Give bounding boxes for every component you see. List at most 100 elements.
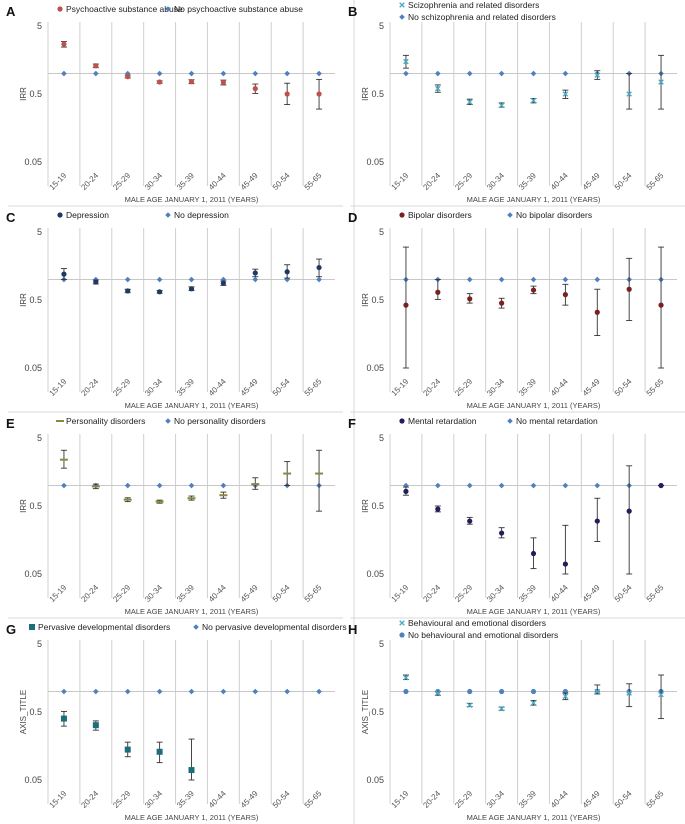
x-tick-label: 50-54 <box>271 789 292 810</box>
data-point <box>626 91 632 97</box>
legend-label: Bipolar disorders <box>408 210 472 220</box>
legend-item: No pervasive developmental disorders <box>193 622 347 632</box>
panel-label: F <box>348 416 356 431</box>
legend-marker <box>399 418 405 424</box>
legend-marker <box>399 212 405 218</box>
x-tick-label: 50-54 <box>271 171 292 192</box>
x-tick-label: 40-44 <box>549 583 570 604</box>
x-tick-label: 15-19 <box>48 377 69 398</box>
x-tick-label: 35-39 <box>175 377 196 398</box>
legend-marker <box>29 624 35 630</box>
x-axis-title: MALE AGE JANUARY 1, 2011 (YEARS) <box>125 195 259 204</box>
data-point <box>284 269 290 275</box>
y-tick-label: 0.5 <box>29 707 42 717</box>
data-point <box>530 97 537 104</box>
y-tick-label: 0.05 <box>24 363 42 373</box>
y-tick-label: 0.05 <box>366 775 384 785</box>
legend-label: No personality disorders <box>174 416 266 426</box>
data-point <box>316 688 322 695</box>
data-point <box>252 276 259 283</box>
x-tick-label: 35-39 <box>517 377 538 398</box>
series-1 <box>61 70 322 77</box>
y-tick-label: 5 <box>37 433 42 443</box>
x-tick-label: 50-54 <box>613 377 634 398</box>
data-point <box>562 693 569 700</box>
series-0 <box>402 674 665 720</box>
legend-item: No psychoactive substance abuse <box>165 4 303 14</box>
series-0 <box>60 710 195 781</box>
data-point <box>594 309 600 315</box>
x-tick-label: 35-39 <box>175 583 196 604</box>
data-point <box>60 715 67 722</box>
x-tick-label: 50-54 <box>613 171 634 192</box>
legend-item: No mental retardation <box>507 416 598 426</box>
x-tick-label: 55-65 <box>303 171 324 192</box>
data-point <box>562 91 569 97</box>
x-tick-label: 55-65 <box>303 789 324 810</box>
data-point <box>562 482 569 489</box>
legend-item: Personality disorders <box>56 416 145 426</box>
data-point <box>530 700 537 706</box>
legend-item: Pervasive developmental disorders <box>29 622 170 632</box>
data-point <box>498 482 505 489</box>
data-point <box>594 276 601 283</box>
y-tick-label: 5 <box>37 639 42 649</box>
data-point <box>658 482 664 489</box>
data-point <box>188 276 195 283</box>
x-tick-label: 20-24 <box>421 171 442 192</box>
x-axis-title: MALE AGE JANUARY 1, 2011 (YEARS) <box>125 607 259 616</box>
data-point <box>466 70 473 77</box>
legend-marker <box>165 212 171 218</box>
data-point <box>435 482 441 489</box>
data-point <box>499 300 505 306</box>
data-point <box>93 63 99 69</box>
x-tick-label: 15-19 <box>48 789 69 810</box>
legend-label: Depression <box>66 210 109 220</box>
data-point <box>594 518 600 524</box>
x-tick-label: 55-65 <box>645 377 666 398</box>
x-axis-title: MALE AGE JANUARY 1, 2011 (YEARS) <box>467 607 601 616</box>
y-tick-label: 5 <box>37 227 42 237</box>
x-tick-label: 45-49 <box>239 583 260 604</box>
data-point <box>156 70 163 77</box>
y-tick-label: 0.05 <box>24 157 42 167</box>
x-tick-label: 25-29 <box>111 377 132 398</box>
x-tick-label: 15-19 <box>390 583 411 604</box>
x-tick-label: 15-19 <box>390 171 411 192</box>
legend-marker <box>57 6 63 12</box>
data-point <box>93 279 99 285</box>
data-point <box>530 688 537 695</box>
legend-marker <box>507 212 513 218</box>
data-point <box>435 506 441 512</box>
data-point <box>562 276 569 283</box>
x-tick-label: 50-54 <box>613 583 634 604</box>
data-point <box>156 482 163 489</box>
y-tick-label: 5 <box>379 227 384 237</box>
x-tick-label: 45-49 <box>581 789 602 810</box>
panels-group: A 5 0.5 0.05 IRR 15-19 20-24 25-29 30-34 35-39 40-… <box>6 0 685 824</box>
data-point <box>626 690 632 696</box>
data-point <box>594 688 601 695</box>
x-tick-label: 25-29 <box>453 377 474 398</box>
data-point <box>530 276 537 283</box>
data-point <box>220 688 227 695</box>
x-tick-label: 20-24 <box>79 377 100 398</box>
y-tick-label: 5 <box>37 21 42 31</box>
data-point <box>61 482 67 489</box>
x-tick-label: 15-19 <box>390 377 411 398</box>
data-point <box>188 70 195 77</box>
legend-label: No schizophrenia and related disorders <box>408 12 556 22</box>
x-tick-label: 20-24 <box>421 789 442 810</box>
x-tick-label: 50-54 <box>271 377 292 398</box>
x-tick-label: 30-34 <box>485 583 506 604</box>
data-point <box>562 561 568 567</box>
data-point <box>467 296 473 302</box>
data-point <box>188 286 195 292</box>
data-point <box>316 91 322 97</box>
x-tick-label: 35-39 <box>517 789 538 810</box>
series-0 <box>60 41 323 110</box>
x-tick-label: 30-34 <box>143 377 164 398</box>
x-tick-label: 45-49 <box>239 377 260 398</box>
data-point <box>252 70 259 77</box>
data-point <box>316 264 322 271</box>
